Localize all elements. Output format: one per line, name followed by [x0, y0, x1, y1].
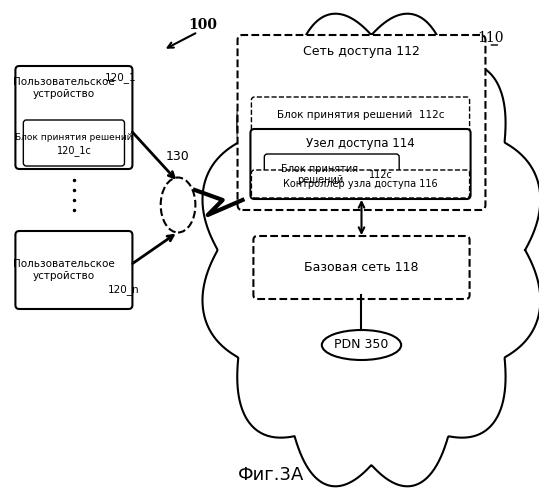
Text: Пользовательское
устройство: Пользовательское устройство — [13, 259, 115, 281]
Text: 120_1c: 120_1c — [57, 146, 91, 156]
FancyBboxPatch shape — [251, 170, 469, 198]
Text: Блок принятия
решений: Блок принятия решений — [281, 164, 358, 186]
Text: 120_1: 120_1 — [105, 72, 136, 84]
FancyBboxPatch shape — [16, 66, 133, 169]
Text: 100: 100 — [188, 18, 217, 32]
Text: Блок принятия решений: Блок принятия решений — [15, 134, 133, 142]
Text: Контроллер узла доступа 116: Контроллер узла доступа 116 — [283, 179, 438, 189]
Text: Сеть доступа 112: Сеть доступа 112 — [303, 46, 420, 59]
Ellipse shape — [161, 178, 196, 233]
Text: Узел доступа 114: Узел доступа 114 — [306, 136, 415, 149]
FancyBboxPatch shape — [23, 120, 125, 166]
Text: 112c: 112c — [369, 170, 393, 179]
Text: Базовая сеть 118: Базовая сеть 118 — [304, 261, 419, 274]
Text: Блок принятия решений  112с: Блок принятия решений 112с — [277, 110, 444, 120]
Polygon shape — [203, 14, 539, 486]
Text: Пользовательское
устройство: Пользовательское устройство — [13, 77, 115, 99]
Ellipse shape — [322, 330, 401, 360]
Text: PDN 350: PDN 350 — [334, 338, 389, 351]
FancyBboxPatch shape — [251, 97, 469, 133]
Text: 110: 110 — [477, 31, 503, 45]
FancyBboxPatch shape — [253, 236, 469, 299]
Text: Фиг.3А: Фиг.3А — [238, 466, 305, 484]
FancyBboxPatch shape — [16, 231, 133, 309]
FancyBboxPatch shape — [264, 154, 399, 195]
Text: 120_n: 120_n — [108, 284, 139, 296]
FancyBboxPatch shape — [251, 129, 471, 199]
Text: 130: 130 — [166, 150, 190, 164]
FancyBboxPatch shape — [238, 35, 486, 210]
